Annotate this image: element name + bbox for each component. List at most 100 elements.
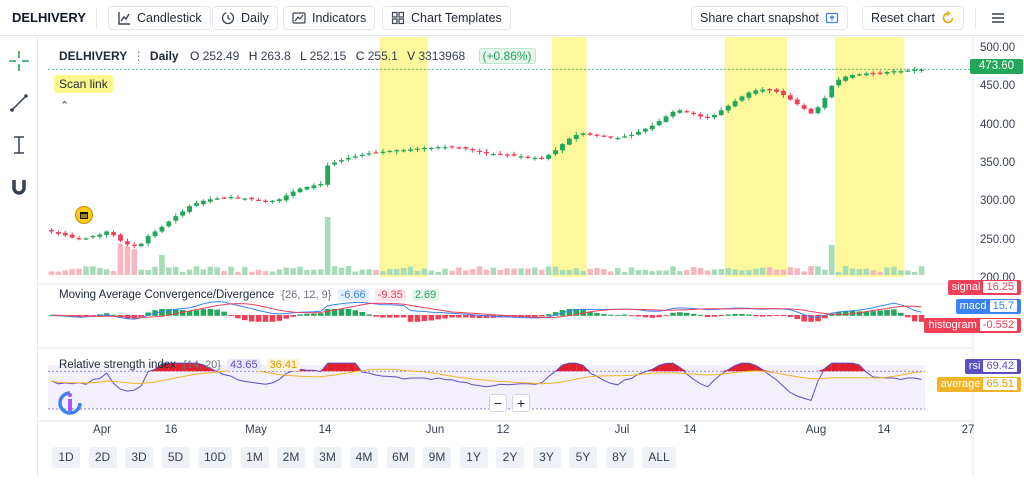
share-snapshot-button[interactable]: Share chart snapshot: [691, 6, 848, 30]
candle-body: [671, 112, 676, 117]
event-marker[interactable]: [75, 206, 93, 224]
volume-bar: [56, 272, 62, 275]
interval-button[interactable]: Daily: [212, 6, 278, 30]
price-tick-label: 500.00: [980, 42, 1015, 54]
volume-bar: [746, 270, 752, 275]
legend-o-label: O: [190, 49, 199, 63]
range-button-9m[interactable]: 9M: [423, 447, 451, 468]
candle-body: [878, 73, 883, 74]
magnet-tool[interactable]: [7, 175, 31, 199]
range-button-3y[interactable]: 3Y: [533, 447, 561, 468]
volume-bar: [822, 270, 828, 275]
macd-histogram-bar: [249, 315, 255, 322]
candle-body: [553, 150, 558, 154]
range-button-8y[interactable]: 8Y: [606, 447, 634, 468]
candle-body: [97, 235, 102, 237]
range-button-6m[interactable]: 6M: [387, 447, 415, 468]
volume-bar: [877, 272, 883, 275]
range-button-2y[interactable]: 2Y: [496, 447, 524, 468]
zoom-out-button[interactable]: −: [489, 394, 507, 412]
range-button-5y[interactable]: 5Y: [569, 447, 597, 468]
volume-bar: [180, 272, 186, 275]
legend-v-label: V: [407, 49, 415, 63]
volume-bar: [781, 270, 787, 275]
macd-histogram-bar: [214, 310, 220, 316]
macd-value-1: -6.66: [338, 289, 369, 301]
indicators-button[interactable]: Indicators: [283, 6, 375, 30]
range-button-1y[interactable]: 1Y: [460, 447, 488, 468]
candle-body: [643, 129, 648, 132]
crosshair-tool[interactable]: [7, 49, 31, 73]
range-button-3d[interactable]: 3D: [125, 447, 153, 468]
macd-histogram-bar: [422, 315, 428, 321]
candle-body: [691, 113, 696, 114]
measure-tool[interactable]: [7, 133, 31, 157]
menu-button[interactable]: [990, 10, 1006, 26]
chart-canvas[interactable]: [38, 37, 1024, 477]
collapse-legend-icon[interactable]: ⌃: [60, 99, 69, 112]
reset-chart-button[interactable]: Reset chart: [862, 6, 964, 30]
legend-h-label: H: [249, 49, 258, 63]
legend-symbol: DELHIVERY: [59, 49, 127, 63]
macd-histogram-bar: [774, 315, 780, 316]
candle-body: [657, 121, 662, 125]
volume-bar: [49, 271, 55, 275]
candle-body: [153, 231, 158, 236]
macd-signal-badge: signal 16.25: [948, 280, 1021, 295]
candle-body: [857, 74, 862, 75]
volume-bar: [366, 269, 372, 275]
crosshair-icon: [8, 50, 30, 72]
range-button-2m[interactable]: 2M: [277, 447, 305, 468]
macd-histogram-bar: [401, 315, 407, 317]
range-button-10d[interactable]: 10D: [198, 447, 232, 468]
volume-bar: [297, 267, 303, 275]
candle-body: [291, 192, 296, 196]
zoom-in-button[interactable]: +: [512, 394, 530, 412]
scan-highlight-band: [379, 37, 427, 277]
candle-body: [567, 139, 572, 145]
candle-body: [829, 86, 834, 97]
time-tick-label: 16: [159, 424, 183, 436]
range-button-4m[interactable]: 4M: [350, 447, 378, 468]
range-button-1m[interactable]: 1M: [241, 447, 269, 468]
chart-templates-button[interactable]: Chart Templates: [382, 6, 511, 30]
macd-histogram-bar: [415, 315, 421, 322]
chart-type-button[interactable]: Candlestick: [108, 6, 211, 30]
candle-body: [898, 71, 903, 72]
range-button-2d[interactable]: 2D: [89, 447, 117, 468]
range-button-all[interactable]: ALL: [642, 447, 676, 468]
rsi-badge: rsi 69.42: [965, 359, 1021, 374]
macd-histogram-bar: [739, 314, 745, 316]
range-button-3m[interactable]: 3M: [314, 447, 342, 468]
trendline-tool[interactable]: [7, 91, 31, 115]
range-button-1d[interactable]: 1D: [52, 447, 80, 468]
volume-bar: [435, 272, 441, 275]
legend-more-icon[interactable]: ⋮: [133, 49, 145, 63]
volume-bar: [808, 266, 814, 275]
volume-bar: [643, 270, 649, 275]
macd-histogram-bar: [898, 313, 904, 316]
scan-link-button[interactable]: Scan link: [54, 75, 113, 93]
volume-bar: [463, 270, 469, 275]
volume-bar: [249, 272, 255, 275]
candle-body: [90, 236, 95, 237]
candle-body: [436, 147, 441, 148]
macd-histogram-bar: [283, 315, 289, 319]
range-button-5d[interactable]: 5D: [162, 447, 190, 468]
macd-histogram-bar: [684, 313, 690, 316]
hamburger-menu-icon: [990, 10, 1006, 26]
volume-bar: [760, 268, 766, 275]
volume-bar: [159, 255, 165, 275]
macd-histogram-badge: histogram -0.552: [924, 318, 1021, 333]
macd-histogram-bar: [270, 315, 276, 322]
volume-bar: [615, 268, 621, 275]
volume-bar: [83, 266, 89, 275]
candle-body: [636, 132, 641, 135]
volume-bar: [525, 269, 531, 275]
volume-bar: [574, 268, 580, 275]
volume-bar: [498, 270, 504, 275]
symbol-name[interactable]: DELHIVERY: [12, 10, 86, 25]
chart-area[interactable]: DELHIVERY ⋮ Daily O 252.49 H 263.8 L 252…: [38, 37, 1024, 482]
macd-histogram-bar: [387, 315, 393, 318]
candle-body: [201, 201, 206, 204]
